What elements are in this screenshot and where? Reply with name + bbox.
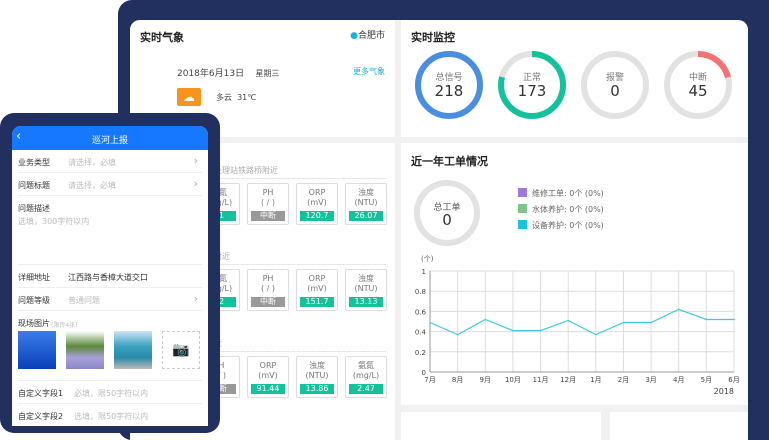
y-axis-unit: (个) <box>421 255 434 263</box>
weather-title: 实时气象 <box>140 31 184 44</box>
workorder-card: 近一年工单情况 总工单 0 维修工单: 0个 (0%) 水体养护: 0个 (0%)… <box>401 143 748 405</box>
monitor-ring-1[interactable]: 正常 173 <box>497 50 567 120</box>
ring-value: 0 <box>610 82 620 100</box>
x-tick-label: 5月 <box>701 376 712 384</box>
monitor-ring-2[interactable]: 报警 0 <box>580 50 650 120</box>
ring-label: 中断 <box>688 73 707 83</box>
phone-title: 巡河上报 <box>91 136 128 146</box>
data-point <box>705 318 708 321</box>
custom-field-2[interactable]: 自定义字段2 选填，限50字符以内 <box>18 404 202 426</box>
x-tick-label: 8月 <box>452 376 463 384</box>
workorder-line-chart: (个) 0 0.2 0.4 0.6 0.8 1 7月 8月 9月 10月 11月 12月 1月 2月 3月 4月… <box>415 255 740 396</box>
workorder-title: 近一年工单情况 <box>411 155 488 168</box>
sensor-card[interactable]: ORP (mV) 91.44 <box>247 356 289 398</box>
data-point <box>733 318 735 321</box>
ring-value: 173 <box>517 82 547 100</box>
bottom-card-2 <box>610 412 748 440</box>
y-tick-label: 0 <box>422 369 426 377</box>
data-point <box>484 318 487 321</box>
legend-swatch <box>518 204 527 213</box>
sensor-card[interactable]: 浊度 (NTU) 13.13 <box>345 269 387 311</box>
data-point <box>429 321 431 324</box>
y-tick-label: 0.2 <box>415 349 426 357</box>
city-selector[interactable]: ●合肥市 <box>350 28 385 41</box>
sensor-card[interactable]: ORP (mV) 151.7 <box>296 269 338 311</box>
phone-screen: ‹ 巡河上报 业务类型 请选择，必填 › 问题标题 请选择，必填 › 问题描述 选填，30… <box>12 126 208 426</box>
address-field[interactable]: 详细地址 江西路与香樟大道交口 <box>18 265 202 288</box>
ring-value: 45 <box>688 82 708 100</box>
monitor-title: 实时监控 <box>411 31 455 44</box>
sensor-card[interactable]: PH( / )中断 <box>247 269 289 311</box>
data-point <box>512 329 514 332</box>
chevron-right-icon: › <box>193 154 198 167</box>
ring-value: 218 <box>434 82 464 100</box>
total-value: 0 <box>442 211 452 229</box>
data-point <box>677 308 680 311</box>
partly-cloudy-icon: ☁ <box>177 88 201 106</box>
location-pin-icon: ● <box>350 31 358 41</box>
sensor-card[interactable]: ORP (mV) 120.7 <box>296 183 338 225</box>
ring-label: 总信号 <box>435 73 463 83</box>
y-tick-label: 0.8 <box>415 288 426 296</box>
legend-swatch <box>518 220 527 229</box>
sensor-card[interactable]: 氨氮 (mg/L) 2.47 <box>345 356 387 398</box>
chevron-right-icon: › <box>193 177 198 190</box>
legend-swatch <box>518 188 527 197</box>
legend-item: 水体养护: 0个 (0%) <box>518 204 604 215</box>
back-icon[interactable]: ‹ <box>16 129 22 144</box>
data-point <box>622 321 625 324</box>
x-tick-label: 9月 <box>480 376 491 384</box>
issue-title-field[interactable]: 问题标题 请选择，必填 › <box>18 173 202 196</box>
phone-header: ‹ 巡河上报 <box>12 126 208 150</box>
more-weather-link[interactable]: 更多气象 <box>353 67 385 76</box>
weather-date: 2018年6月13日 星期三 <box>177 69 280 79</box>
sensor-card[interactable]: 浊度 (NTU) 26.07 <box>345 183 387 225</box>
weather-condition: 多云 31℃ <box>216 93 257 102</box>
legend-item: 维修工单: 0个 (0%) <box>518 188 604 199</box>
data-point <box>650 321 652 324</box>
data-point <box>539 329 542 332</box>
x-tick-label: 11月 <box>533 376 549 384</box>
photo-thumbnail[interactable] <box>18 331 56 369</box>
x-tick-label: 7月 <box>424 376 435 384</box>
photo-thumbnail[interactable] <box>114 331 152 369</box>
legend-item: 设备养护: 0个 (0%) <box>518 220 604 231</box>
chevron-right-icon: › <box>193 292 198 305</box>
station-name: 河处理站铁路桥附近 <box>206 166 278 175</box>
total-label: 总工单 <box>433 203 461 213</box>
x-tick-label: 10月 <box>505 376 521 384</box>
y-tick-label: 0.4 <box>415 329 427 337</box>
ring-label: 报警 <box>605 73 624 83</box>
series-line <box>429 308 734 336</box>
description-field[interactable]: 问题描述 选填，300字符以内 <box>18 196 202 265</box>
year-label: 2018 <box>714 387 734 396</box>
total-workorder-ring <box>414 180 480 246</box>
x-tick-label: 2月 <box>618 376 629 384</box>
dashboard: 实时气象 ●合肥市 2018年6月13日 星期三 更多气象 ☁ 多云 31℃ 实… <box>130 20 748 440</box>
business-type-field[interactable]: 业务类型 请选择，必填 › <box>18 150 202 173</box>
x-tick-label: 4月 <box>673 376 684 384</box>
issue-level-field[interactable]: 问题等级 普通问题 › <box>18 288 202 311</box>
y-tick-label: 0.6 <box>415 308 427 316</box>
x-tick-label: 12月 <box>560 376 576 384</box>
photo-thumbnail[interactable] <box>66 331 104 369</box>
custom-field-1[interactable]: 自定义字段1 必填，限50字符以内 <box>18 381 202 404</box>
ring-label: 正常 <box>522 73 541 83</box>
data-point <box>456 333 459 336</box>
data-point <box>567 319 569 322</box>
y-tick-label: 1 <box>422 268 426 276</box>
monitor-card: 实时监控 总信号 218 正常 173 报警 0 中断 45 <box>401 20 748 137</box>
photos-field: 现场图片 (限传4张) 📷 <box>18 311 202 381</box>
city-name: 合肥市 <box>357 31 385 41</box>
bottom-card-1 <box>401 412 601 440</box>
sensor-card[interactable]: 浊度 (NTU) 13.86 <box>296 356 338 398</box>
data-point <box>595 333 597 336</box>
x-tick-label: 1月 <box>590 376 601 384</box>
x-tick-label: 3月 <box>645 376 656 384</box>
sensor-card[interactable]: PH( / )中断 <box>247 183 289 225</box>
x-tick-label: 6月 <box>728 376 739 384</box>
monitor-ring-0[interactable]: 总信号 218 <box>414 50 484 120</box>
monitor-ring-3[interactable]: 中断 45 <box>663 50 733 120</box>
add-photo-camera-icon[interactable]: 📷 <box>162 331 200 369</box>
